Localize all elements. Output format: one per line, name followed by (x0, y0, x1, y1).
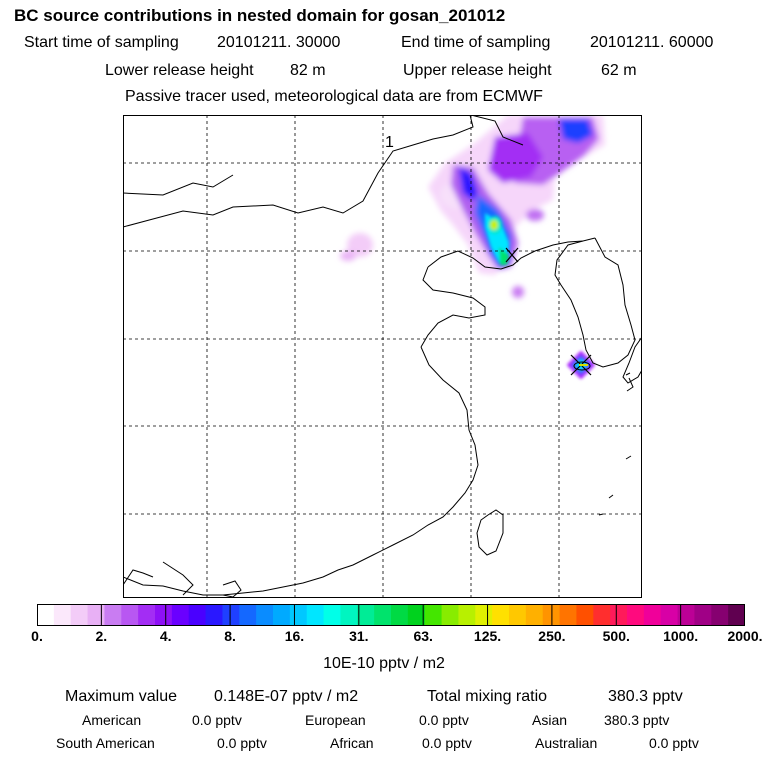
colorbar-cell (155, 604, 173, 626)
colorbar-cell (121, 604, 139, 626)
colorbar-cell (256, 604, 274, 626)
map-panel: 1 (123, 115, 642, 598)
region-name: African (330, 735, 374, 751)
max-value: 0.148E-07 pptv / m2 (214, 688, 359, 705)
colorbar-tick-label: 2000. (727, 628, 763, 644)
colorbar-cell (559, 604, 578, 626)
colorbar-cell (475, 604, 493, 626)
colorbar-cell (525, 604, 544, 626)
colorbar-tick-label: 63. (413, 628, 433, 644)
release-marker-label: 1 (385, 134, 394, 151)
colorbar-cell (70, 604, 89, 626)
total-mixing-value: 380.3 pptv (608, 688, 683, 705)
colorbar-cell (37, 604, 55, 626)
end-time-value: 20101211. 60000 (590, 34, 714, 51)
map-title: BC source contributions in nested domain… (14, 6, 506, 25)
colorbar-cell (323, 604, 342, 626)
colorbar-cell (593, 604, 611, 626)
colorbar-cell (53, 604, 72, 626)
colorbar-cell (171, 604, 190, 626)
colorbar-units: 10E-10 pptv / m2 (323, 655, 445, 672)
total-mixing-label: Total mixing ratio (427, 688, 548, 705)
colorbar-cell (424, 604, 443, 626)
colorbar-cell (492, 604, 510, 626)
colorbar-cell (441, 604, 460, 626)
plume-field (340, 115, 605, 380)
region-value: 0.0 pptv (649, 735, 699, 751)
colorbar-cell (509, 604, 527, 626)
max-value-label: Maximum value (65, 688, 178, 705)
source-marker (505, 247, 519, 263)
lat-lon-grid (123, 115, 642, 598)
region-name: South American (56, 735, 155, 751)
start-time-value: 20101211. 30000 (217, 34, 341, 51)
start-time-label: Start time of sampling (24, 34, 179, 51)
colorbar-tick-label: 16. (284, 628, 305, 644)
region-value: 0.0 pptv (217, 735, 267, 751)
colorbar-cell (222, 604, 240, 626)
colorbar-cell (104, 604, 122, 626)
tracer-note: Passive tracer used, meteorological data… (125, 88, 543, 105)
region-value: 0.0 pptv (419, 712, 469, 728)
colorbar-cell (289, 604, 308, 626)
colorbar-cell (87, 604, 106, 626)
colorbar-tick-label: 125. (473, 628, 502, 644)
colorbar-tick-label: 500. (602, 628, 630, 644)
upper-release-label: Upper release height (403, 62, 552, 79)
colorbar-tick-label: 31. (349, 628, 369, 644)
coastlines (123, 115, 642, 598)
colorbar-cell (694, 604, 712, 626)
region-value: 0.0 pptv (192, 712, 242, 728)
colorbar-cell (340, 604, 358, 626)
colorbar-cell (711, 604, 729, 626)
colorbar-cell (306, 604, 325, 626)
colorbar-tick-label: 4. (159, 628, 172, 644)
lower-release-label: Lower release height (105, 62, 254, 79)
colorbar-cell (660, 604, 679, 626)
colorbar-tick-label: 8. (224, 628, 236, 644)
region-value: 380.3 pptv (604, 712, 670, 728)
colorbar-cell (205, 604, 224, 626)
upper-release-value: 62 m (601, 62, 637, 79)
region-name: Asian (532, 712, 568, 728)
region-name: Australian (535, 735, 598, 751)
colorbar-cell (728, 604, 745, 626)
colorbar-cell (458, 604, 476, 626)
colorbar-cell (643, 604, 662, 626)
region-value: 0.0 pptv (422, 735, 472, 751)
end-time-label: End time of sampling (401, 34, 551, 51)
colorbar-cell (273, 604, 291, 626)
colorbar-tick-label: 0. (31, 628, 43, 644)
region-name: American (82, 712, 142, 728)
colorbar-cell (610, 604, 628, 626)
colorbar-cell (576, 604, 594, 626)
colorbar-cell (374, 604, 392, 626)
colorbar-cell (627, 604, 645, 626)
colorbar (37, 604, 745, 626)
colorbar-cell (239, 604, 257, 626)
colorbar-cell (357, 604, 375, 626)
colorbar-tick-label: 2. (95, 628, 108, 644)
colorbar-cell (138, 604, 156, 626)
colorbar-tick-label: 1000. (663, 628, 699, 644)
receptor-marker (570, 354, 592, 376)
colorbar-cell (677, 604, 696, 626)
region-name: European (305, 712, 366, 728)
lower-release-value: 82 m (290, 62, 326, 79)
colorbar-cell (407, 604, 426, 626)
colorbar-cell (188, 604, 207, 626)
colorbar-cell (391, 604, 409, 626)
colorbar-tick-label: 250. (538, 628, 566, 644)
map-frame (123, 115, 642, 598)
